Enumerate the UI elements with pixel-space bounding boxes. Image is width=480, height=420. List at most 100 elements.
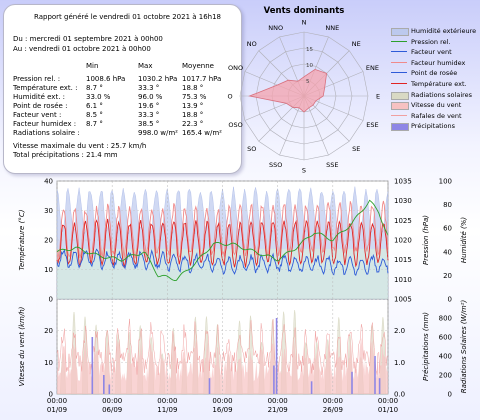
summary-max: 19.6 ° [138, 102, 160, 110]
series-pressure [56, 199, 389, 281]
precip-bar [351, 371, 353, 394]
tick-right-humidity: 40 [443, 248, 452, 256]
wind-radar: Vents dominants 5 10 15 N NNE NE ENE E ESE SE SSE S… [224, 6, 384, 174]
summary-label: Facteur humidex : [13, 120, 77, 128]
x-tick-time: 00:00 [378, 397, 398, 405]
tick-right-pressure: 1010 [394, 276, 412, 284]
radar-area [248, 68, 328, 113]
legend-label: Facteur humidex [411, 58, 466, 67]
report-title: Rapport généré le vendredi 01 octobre 20… [34, 13, 222, 21]
radar-direction-label: NNE [325, 24, 339, 32]
radar-direction-label: ENE [366, 64, 379, 72]
tick-right-pressure: 1015 [394, 256, 412, 264]
radar-direction-label: OSO [228, 121, 242, 129]
radar-direction-label: NO [247, 40, 257, 48]
radar-direction-label: SSE [326, 161, 338, 169]
tick-right-solar: 800 [439, 315, 452, 323]
tick-left-temp: 40 [44, 178, 53, 186]
tick-right-precip: 1.0 [394, 359, 405, 367]
ylabel-humidity: Humidité (%) [460, 217, 468, 264]
legend-item: Pression rel. [391, 37, 479, 47]
legend-label: Radiations solaires [411, 90, 473, 99]
legend-swatch [391, 72, 407, 74]
radar-ring-label: 15 [306, 47, 313, 53]
legend-label: Point de rosée [411, 69, 458, 78]
summary-min: 8.7 ° [86, 120, 103, 128]
tick-right-humidity: 60 [443, 225, 452, 233]
radar-direction-label: SE [352, 145, 360, 153]
summary-max: 96.0 % [138, 93, 163, 101]
summary-avg: 18.8 ° [182, 84, 204, 92]
tick-right-humidity: 0 [448, 296, 452, 304]
radar-direction-label: S [302, 167, 306, 175]
summary-min: 8.5 ° [86, 111, 103, 119]
header-max: Max [138, 62, 153, 70]
legend-item: Rafales de vent [391, 111, 479, 121]
x-tick-date: 06/09 [102, 406, 122, 414]
x-tick-date: 16/09 [212, 406, 232, 414]
summary-label: Humidité ext. : [13, 93, 66, 101]
legend-swatch [391, 28, 409, 36]
radar-direction-label: ONO [228, 64, 243, 72]
tick-left-wind: 10 [44, 359, 53, 367]
time-series-plot: 0102030401005101010151020102510301035020… [18, 178, 468, 415]
summary-label: Pression rel. : [13, 75, 61, 83]
summary-label: Radiations solaire : [13, 129, 80, 137]
summary-label: Facteur vent : [13, 111, 62, 119]
legend-item: Radiations solaires [391, 90, 479, 100]
x-tick-date: 11/09 [157, 406, 177, 414]
x-tick-date: 01/10 [378, 406, 398, 414]
legend-label: Température ext. [411, 80, 467, 88]
tick-left-temp: 20 [44, 237, 53, 245]
legend-swatch [391, 40, 407, 42]
summary-avg: 165.4 w/m² [182, 129, 222, 137]
header-min: Min [86, 62, 99, 70]
radar-direction-label: O [227, 93, 232, 101]
x-tick-date: 01/09 [47, 406, 67, 414]
tick-right-humidity: 100 [439, 178, 452, 186]
radar-direction-label: NE [352, 40, 361, 48]
ylabel-wind: Vitesse du vent (km/h) [18, 306, 26, 386]
legend-item: Température ext. [391, 79, 479, 89]
tick-left-temp: 10 [44, 266, 53, 274]
date-from: Du : mercredi 01 septembre 2021 à 00h00 [13, 35, 163, 43]
tick-right-solar: 0 [448, 391, 452, 399]
legend-item: Précipitations [391, 121, 479, 132]
tick-right-pressure: 1030 [394, 197, 412, 205]
summary-min: 1008.6 hPa [86, 75, 126, 83]
precip-bar [108, 384, 111, 394]
radar-direction-label: N [302, 19, 307, 27]
summary-max: 1030.2 hPa [138, 75, 178, 83]
legend-label: Vitesse du vent [411, 101, 462, 110]
summary-avg: 1017.7 hPa [182, 75, 222, 83]
summary-avg: 22.3 ° [182, 120, 204, 128]
legend-label: Pression rel. [411, 37, 451, 46]
tick-right-pressure: 1035 [394, 178, 412, 186]
legend-swatch [391, 114, 407, 116]
x-tick-time: 00:00 [157, 397, 177, 405]
summary-avg: 75.3 % [182, 93, 207, 101]
precip-bar [378, 378, 381, 394]
summary-max: 998.0 w/m² [138, 129, 178, 137]
legend-swatch [391, 102, 409, 111]
legend-swatch [391, 61, 407, 63]
total-precip: Total précipitations : 21.4 mm [13, 151, 118, 159]
legend-item: Point de rosée [391, 68, 479, 78]
x-tick-time: 00:00 [323, 397, 343, 405]
summary-max: 38.5 ° [138, 120, 160, 128]
summary-max: 33.3 ° [138, 111, 160, 119]
legend-item: Facteur vent [391, 47, 479, 57]
radar-chart: 5 10 15 N NNE NE ENE E ESE SE SSE S SSO SO OSO O ONO NO NN… [227, 19, 380, 175]
legend-label: Humidité extérieure [411, 27, 477, 35]
tick-right-pressure: 1020 [394, 237, 412, 245]
radar-direction-label: SO [247, 145, 256, 153]
series-wind-speed [57, 337, 388, 394]
tick-left-temp: 30 [44, 207, 53, 215]
tick-right-solar: 400 [439, 353, 452, 361]
summary-avg: 18.8 ° [182, 111, 204, 119]
summary-min: 8.7 ° [86, 84, 103, 92]
legend-item: Vitesse du vent [391, 100, 479, 111]
tick-right-solar: 200 [439, 372, 452, 380]
summary-min: 6.1 ° [86, 102, 103, 110]
radar-ring-label: 5 [306, 79, 310, 85]
